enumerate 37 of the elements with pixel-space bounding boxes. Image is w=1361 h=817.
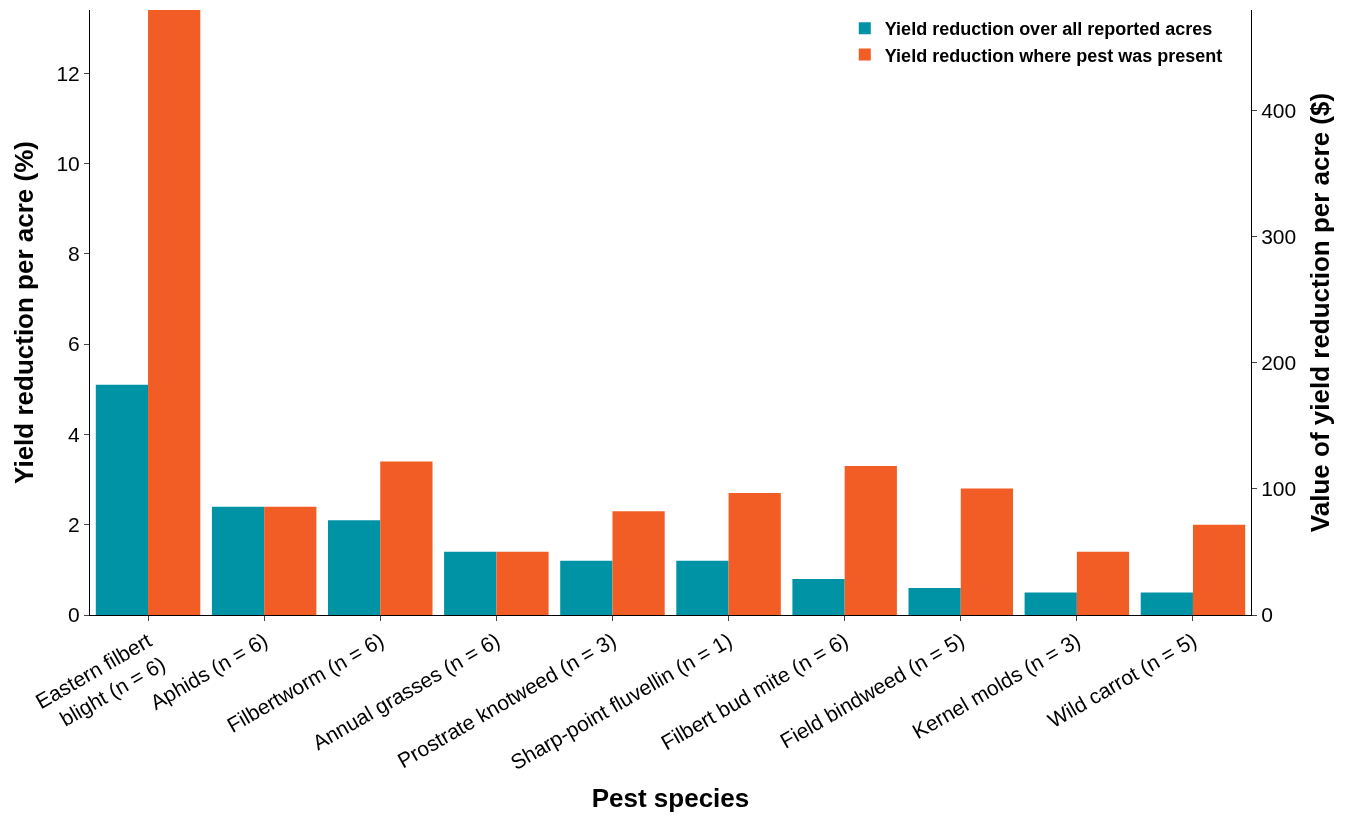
bar [496, 551, 549, 615]
y2-tick-label: 100 [1261, 477, 1297, 501]
bar [728, 493, 781, 615]
bar [95, 384, 149, 615]
y-tick-label: 6 [68, 332, 80, 356]
legend-label: Yield reduction over all reported acres [884, 19, 1213, 40]
legend-label: Yield reduction where pest was present [884, 45, 1223, 66]
bar [844, 466, 897, 615]
bar [211, 506, 265, 615]
bar [612, 511, 665, 615]
bar [560, 560, 613, 615]
bar [380, 461, 433, 615]
bar [1024, 592, 1077, 615]
y-axis-title: Yield reduction per acre (%) [8, 141, 39, 484]
bar [676, 560, 729, 615]
bar [444, 551, 497, 615]
y2-tick-label: 200 [1261, 351, 1297, 375]
y2-tick-label: 400 [1261, 99, 1297, 123]
bar [264, 506, 317, 615]
y-tick-label: 10 [56, 151, 80, 175]
bar [1140, 592, 1193, 615]
y2-axis-title: Value of yield reduction per acre ($) [1304, 92, 1335, 533]
bar [148, 10, 201, 615]
bar [960, 488, 1013, 615]
bar [1076, 551, 1130, 615]
bar [328, 520, 381, 615]
y-tick-label: 2 [68, 513, 80, 537]
x-axis-title: Pest species [591, 782, 750, 813]
y-tick-label: 8 [68, 242, 80, 266]
y-tick-label: 0 [68, 603, 80, 627]
bar [792, 578, 845, 615]
y-tick-label: 12 [56, 61, 80, 85]
y2-tick-label: 0 [1261, 603, 1273, 627]
bar [1192, 524, 1246, 615]
bar [908, 587, 961, 615]
y-tick-label: 4 [68, 422, 81, 446]
y2-tick-label: 300 [1261, 225, 1297, 249]
